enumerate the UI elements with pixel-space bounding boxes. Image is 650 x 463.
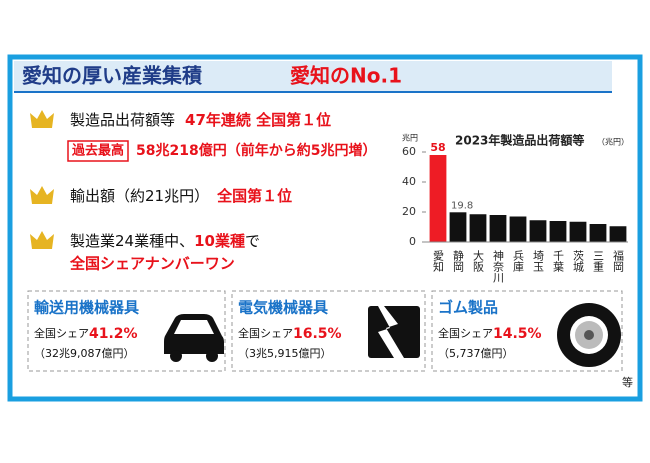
share-label: 全国シェア	[238, 326, 293, 340]
x-tick-label: 神奈川	[492, 249, 505, 283]
crown-icon	[30, 231, 54, 249]
card-share: 全国シェア41.2%	[34, 326, 138, 342]
x-tick-label: 三重	[592, 250, 605, 272]
y-tick-label: 40	[402, 175, 416, 188]
x-tick-label: 福岡	[612, 249, 625, 273]
card	[27, 290, 226, 372]
chip-bolt	[378, 306, 404, 358]
card-title: ゴム製品	[438, 299, 498, 317]
x-tick-label: 埼玉	[532, 249, 545, 272]
x-tick-label: 兵庫	[512, 250, 525, 273]
x-tick-label: 千葉	[552, 250, 565, 272]
header-subtitle: 愛知のNo.1	[290, 64, 402, 88]
x-tick-label: 愛知	[432, 250, 445, 273]
share-value: 16.5%	[293, 326, 342, 342]
footnote: 等	[622, 375, 633, 389]
bar	[569, 221, 587, 242]
item-text: 製造業24業種中、10業種で	[70, 232, 260, 250]
chart: 2023年製造品出荷額等 （兆円） 兆円 0 20 40 60 58 愛知 19.8 静岡 大阪…	[402, 133, 629, 284]
bar	[509, 216, 527, 242]
card	[231, 290, 426, 372]
share-value: 41.2%	[89, 326, 138, 342]
card-amount: （5,737億円）	[438, 347, 514, 360]
card-share: 全国シェア14.5%	[438, 326, 542, 342]
card-share: 全国シェア16.5%	[238, 326, 342, 342]
item-text: 製造業24業種中、	[70, 232, 194, 250]
item-line2: 全国シェアナンバーワン	[69, 255, 235, 273]
item-emphasis: 全国第１位	[216, 187, 292, 205]
share-label: 全国シェア	[438, 326, 493, 340]
y-tick-label: 0	[409, 235, 416, 248]
chip-icon	[368, 306, 420, 358]
crown-icon	[30, 186, 54, 204]
car-window	[174, 320, 214, 334]
value-label: 58	[430, 141, 445, 154]
card	[431, 290, 623, 372]
header-title: 愛知の厚い産業集積	[22, 64, 203, 88]
card-title: 輸送用機械器具	[34, 299, 139, 317]
value-label: 19.8	[451, 200, 473, 211]
item-suffix: で	[245, 232, 260, 250]
card-amount: （3兆5,915億円）	[238, 347, 332, 360]
bar	[589, 224, 607, 242]
item-emphasis: 47年連続 全国第１位	[185, 111, 331, 129]
y-tick-label: 60	[402, 145, 416, 158]
item-text: 製造品出荷額等	[70, 111, 175, 129]
chart-unit: （兆円）	[597, 137, 629, 147]
badge: 過去最高	[71, 143, 124, 159]
bar	[529, 220, 547, 242]
crown-icon	[30, 110, 54, 128]
x-tick-label: 茨城	[572, 249, 585, 272]
share-value: 14.5%	[493, 326, 542, 342]
cards: 輸送用機械器具全国シェア41.2%（32兆9,087億円）電気機械器具全国シェア…	[27, 290, 623, 372]
chart-title: 2023年製造品出荷額等	[455, 133, 584, 148]
card-amount: （32兆9,087億円）	[34, 347, 135, 360]
bar	[489, 215, 507, 242]
car-wheel	[170, 350, 182, 362]
bar	[429, 155, 447, 242]
record-text: 58兆218億円（前年から約5兆円増）	[136, 142, 376, 159]
crowns	[30, 110, 54, 249]
x-tick-label: 大阪	[472, 249, 485, 273]
y-axis-label: 兆円	[402, 133, 418, 143]
car-wheel	[206, 350, 218, 362]
tire-center	[584, 330, 594, 340]
item-text: 輸出額（約21兆円）	[70, 187, 209, 205]
share-label: 全国シェア	[34, 326, 89, 340]
bar	[609, 226, 627, 242]
header-band	[14, 61, 612, 91]
badge-box	[67, 140, 129, 162]
x-tick-label: 静岡	[452, 249, 465, 273]
card-title: 電気機械器具	[238, 299, 328, 317]
bar	[469, 214, 487, 242]
y-tick-label: 20	[402, 205, 416, 218]
item-text: 輸出額（約21兆円） 全国第１位	[70, 187, 292, 205]
bar	[449, 212, 467, 242]
item-text: 製造品出荷額等 47年連続 全国第１位	[70, 111, 331, 129]
item-emphasis: 10業種	[194, 232, 245, 250]
bar	[549, 221, 567, 242]
